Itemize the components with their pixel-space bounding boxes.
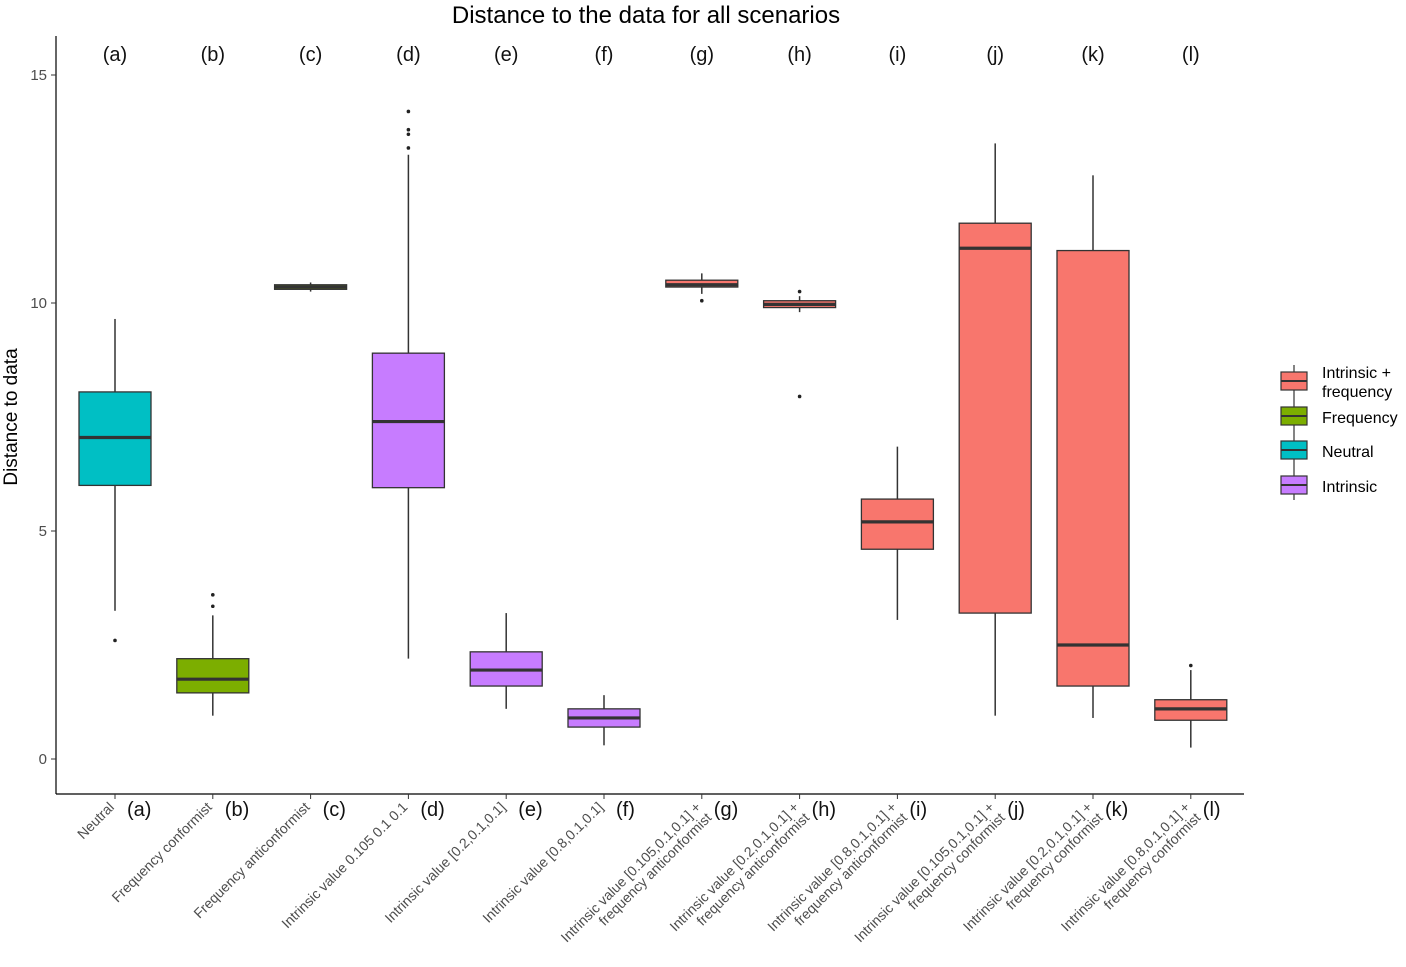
outlier-point [797, 289, 802, 294]
y-tick-label: 15 [30, 67, 47, 84]
x-category-label: Neutral [74, 799, 117, 842]
x-category-letter: (f) [616, 799, 635, 821]
legend-item: Frequency [1280, 406, 1398, 427]
legend-label: Neutral [1322, 444, 1374, 461]
top-letters: (a) (b) (c) (d) (e) (f) (g) (h) (i) (j) (k) (l) [103, 44, 1200, 66]
top-letter: (a) [103, 44, 127, 66]
x-category-letter: (a) [127, 799, 151, 821]
legend-item: Intrinsic + frequency [1280, 365, 1392, 401]
top-letter: (h) [787, 44, 811, 66]
boxes [78, 109, 1228, 748]
x-category-letter: (i) [909, 799, 927, 821]
x-category-letter: (k) [1105, 799, 1128, 821]
y-tick-label: 10 [30, 295, 47, 312]
x-category-letter: (c) [323, 799, 346, 821]
legend-label: Intrinsic [1322, 479, 1377, 496]
top-letter: (d) [396, 44, 420, 66]
outlier-point [1189, 663, 1193, 668]
x-category-label-line: Neutral [74, 799, 117, 842]
top-letter: (k) [1081, 44, 1104, 66]
outlier-point [700, 298, 704, 303]
box-i [860, 446, 935, 620]
legend-item: Intrinsic [1280, 475, 1377, 496]
legend-label-line: frequency [1322, 384, 1392, 401]
box-b [176, 593, 250, 716]
axes: 0 5 10 15 [30, 36, 1244, 795]
top-letter: (b) [201, 44, 225, 66]
box-l [1154, 663, 1228, 748]
outlier-point [211, 604, 215, 609]
outlier-point [211, 593, 215, 597]
box-h [762, 289, 837, 399]
legend-label-line: Frequency [1322, 410, 1398, 427]
legend-item: Neutral [1280, 440, 1374, 461]
box-a [78, 318, 152, 643]
x-category-label-line: frequency conformist [1100, 809, 1203, 912]
top-letter: (j) [986, 44, 1004, 66]
box-iqr [176, 658, 250, 694]
box-iqr [958, 222, 1032, 614]
x-category-label-line: Frequency conformist [108, 799, 215, 906]
box-d [371, 109, 446, 659]
x-category-letter: (e) [518, 799, 542, 821]
top-letter: (l) [1182, 44, 1200, 66]
box-iqr [860, 498, 935, 550]
outlier-point [797, 394, 802, 399]
box-j [958, 143, 1032, 716]
x-category-letter: (h) [812, 799, 836, 821]
x-category-label: Frequency conformist [108, 799, 215, 906]
top-letter: (g) [690, 44, 714, 66]
box-c [273, 282, 348, 292]
y-tick-label: 5 [39, 523, 47, 540]
chart-title: Distance to the data for all scenarios [452, 2, 840, 29]
legend-label-line: Intrinsic + [1322, 365, 1391, 382]
legend: Intrinsic + frequency Frequency Neutral Intr… [1280, 365, 1398, 500]
legend-label-line: Neutral [1322, 444, 1374, 461]
outlier-point [406, 132, 411, 137]
outlier-point [406, 109, 411, 114]
x-category-letter: (g) [714, 799, 738, 821]
box-f [567, 695, 641, 746]
x-category-letter: (d) [420, 799, 444, 821]
y-tick-label: 0 [39, 751, 47, 768]
outlier-point [406, 146, 411, 150]
legend-label: Intrinsic + frequency [1322, 365, 1392, 401]
top-letter: (c) [299, 44, 322, 66]
x-category-letter: (l) [1203, 799, 1221, 821]
legend-label-line: Intrinsic [1322, 479, 1377, 496]
box-e [469, 613, 543, 709]
x-category-letter: (j) [1007, 799, 1025, 821]
top-letter: (i) [889, 44, 907, 66]
outlier-point [406, 127, 411, 132]
box-g [665, 273, 739, 303]
legend-label: Frequency [1322, 410, 1398, 427]
top-letter: (e) [494, 44, 518, 66]
x-axis-labels: Neutral (a)Frequency conformist (b)Frequen… [74, 794, 1221, 945]
y-axis-label: Distance to data [1, 348, 22, 486]
box-iqr [1056, 249, 1130, 687]
box-k [1056, 175, 1130, 718]
top-letter: (f) [595, 44, 614, 66]
x-category-letter: (b) [225, 799, 249, 821]
outlier-point [113, 638, 117, 643]
